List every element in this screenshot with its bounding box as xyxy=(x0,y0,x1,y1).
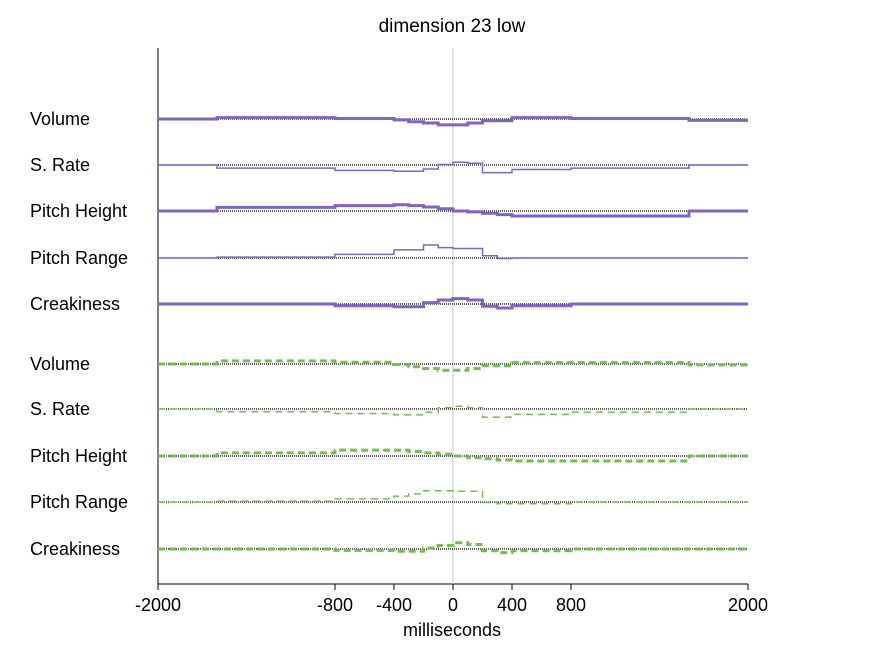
row-green-creakiness: Creakiness xyxy=(30,539,748,559)
chart-title: dimension 23 low xyxy=(379,16,526,37)
series-line xyxy=(158,448,748,463)
series-line xyxy=(158,116,748,127)
series-line xyxy=(158,203,748,218)
series-line xyxy=(158,405,748,418)
row-label: Volume xyxy=(30,354,90,374)
x-ticks: -2000 -800 -400 0 400 800 2000 xyxy=(135,584,768,615)
row-label: Pitch Height xyxy=(30,201,127,221)
row-label: Pitch Range xyxy=(30,248,128,268)
x-tick-label: 800 xyxy=(556,595,586,615)
series-line xyxy=(158,359,748,372)
series-line xyxy=(158,541,748,555)
x-tick-label: -2000 xyxy=(135,595,181,615)
x-tick-label: 2000 xyxy=(728,595,768,615)
row-purple-pitch-range: Pitch Range xyxy=(30,244,748,268)
row-green-pitch-range: Pitch Range xyxy=(30,490,748,512)
series-line xyxy=(158,297,748,310)
row-label: S. Rate xyxy=(30,399,90,419)
row-purple-volume: Volume xyxy=(30,109,748,129)
x-axis-label: milliseconds xyxy=(403,620,501,640)
row-label: Creakiness xyxy=(30,294,120,314)
row-green-volume: Volume xyxy=(30,354,748,374)
row-label: Volume xyxy=(30,109,90,129)
row-green-s-rate: S. Rate xyxy=(30,399,748,419)
row-green-pitch-height: Pitch Height xyxy=(30,446,748,466)
row-label: S. Rate xyxy=(30,155,90,175)
row-label: Pitch Range xyxy=(30,492,128,512)
row-purple-pitch-height: Pitch Height xyxy=(30,201,748,221)
row-purple-s-rate: S. Rate xyxy=(30,155,748,175)
series-line xyxy=(158,244,748,260)
row-label: Creakiness xyxy=(30,539,120,559)
x-tick-label: 0 xyxy=(448,595,458,615)
x-tick-label: -400 xyxy=(376,595,412,615)
x-tick-label: -800 xyxy=(317,595,353,615)
row-purple-creakiness: Creakiness xyxy=(30,294,748,314)
row-label: Pitch Height xyxy=(30,446,127,466)
x-tick-label: 400 xyxy=(497,595,527,615)
series-line xyxy=(158,490,748,505)
series-line xyxy=(158,161,748,174)
rows-layer: Volume S. Rate Pitch Height Pitch Range Crea… xyxy=(30,109,748,559)
